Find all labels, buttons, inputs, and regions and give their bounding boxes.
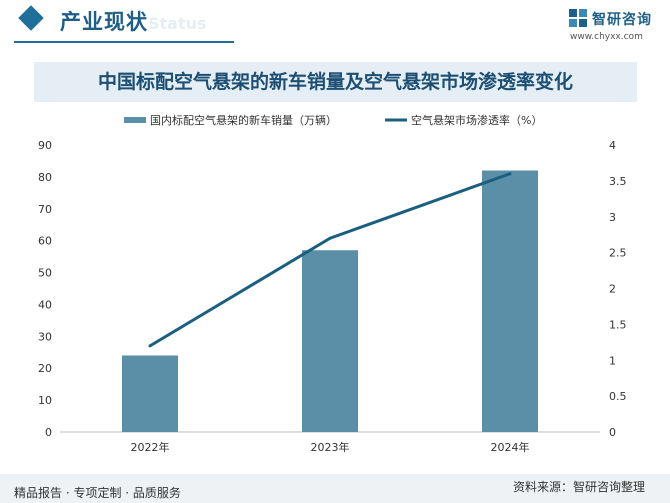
y-left-tick-label: 20 (38, 362, 52, 375)
logo-name: 智研咨询 (592, 12, 652, 28)
bar (482, 170, 538, 432)
x-tick-label: 2022年 (131, 440, 170, 454)
y-left-tick-label: 30 (38, 330, 52, 343)
y-right-tick-label: 2.5 (609, 247, 627, 260)
y-left-tick-label: 50 (38, 267, 52, 280)
bar (302, 250, 358, 432)
bar (122, 355, 178, 432)
y-left-tick-label: 10 (38, 394, 52, 407)
legend-label-bar: 国内标配空气悬架的新车销量（万辆） (150, 113, 337, 127)
brand-logo: 智研咨询 www.chyxx.com (568, 8, 658, 44)
page-header: Status 产业现状 智研咨询 www.chyxx.com (0, 0, 670, 44)
logo-url: www.chyxx.com (570, 32, 643, 42)
footer-tagline: 精品报告 · 专项定制 · 品质服务 (14, 486, 181, 500)
y-left-tick-label: 40 (38, 298, 52, 311)
header-title-en: Status (148, 14, 207, 33)
y-right-tick-label: 4 (609, 139, 616, 152)
legend-swatch-bar (124, 117, 146, 123)
y-right-tick-label: 1 (609, 354, 616, 367)
x-tick-label: 2024年 (491, 440, 530, 454)
chart: 国内标配空气悬架的新车销量（万辆） 空气悬架市场渗透率（%）01020304050… (38, 113, 627, 454)
header-underline (14, 41, 234, 43)
y-left-tick-label: 80 (38, 171, 52, 184)
y-right-tick-label: 2 (609, 283, 616, 296)
line-point (508, 172, 512, 176)
header-title: 产业现状 (60, 10, 148, 34)
y-left-tick-label: 0 (45, 426, 52, 439)
page-footer: 精品报告 · 专项定制 · 品质服务 资料来源：智研咨询整理 (0, 474, 670, 503)
y-right-tick-label: 1.5 (609, 318, 627, 331)
footer-source: 资料来源：智研咨询整理 (513, 480, 646, 494)
x-tick-label: 2023年 (311, 440, 350, 454)
legend-label-line: 空气悬架市场渗透率（%） (411, 113, 542, 127)
y-right-tick-label: 3.5 (609, 175, 627, 188)
y-right-tick-label: 0.5 (609, 390, 627, 403)
y-left-tick-label: 60 (38, 235, 52, 248)
logo-icon (569, 9, 587, 27)
diamond-icon (18, 5, 44, 31)
line-point (148, 344, 152, 348)
chart-title-banner: 中国标配空气悬架的新车销量及空气悬架市场渗透率变化 (34, 62, 637, 102)
y-left-tick-label: 90 (38, 139, 52, 152)
y-right-tick-label: 0 (609, 426, 616, 439)
y-left-tick-label: 70 (38, 203, 52, 216)
line-point (328, 236, 332, 240)
y-right-tick-label: 3 (609, 211, 616, 224)
chart-title: 中国标配空气悬架的新车销量及空气悬架市场渗透率变化 (97, 71, 573, 93)
